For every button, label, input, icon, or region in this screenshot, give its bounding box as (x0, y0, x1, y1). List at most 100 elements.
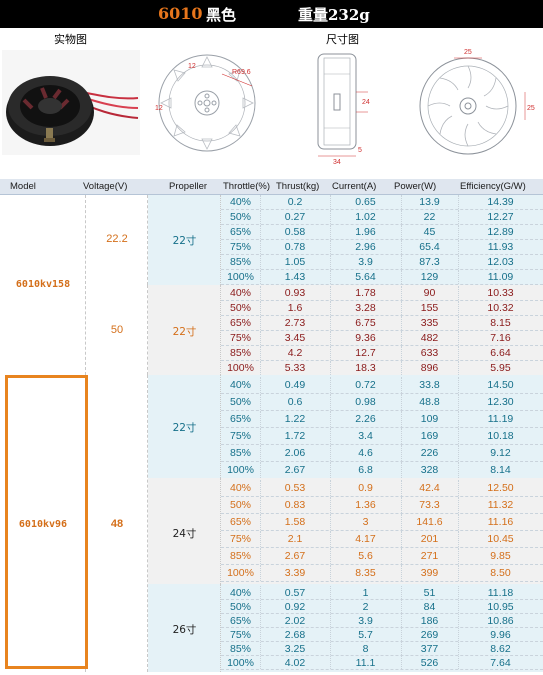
column-divider (260, 497, 261, 513)
column-divider (458, 565, 459, 581)
table-row: 100% 3.39 8.35 399 8.50 (221, 565, 543, 582)
throttle-cell: 100% (227, 567, 254, 579)
dimension-label: 尺寸图 (326, 33, 359, 46)
efficiency-cell: 10.33 (487, 287, 514, 299)
column-divider (458, 394, 459, 410)
column-divider (330, 548, 331, 564)
propeller-label: 22寸 (172, 235, 197, 247)
column-divider (401, 628, 402, 641)
model-cell-kv96 (0, 375, 86, 672)
column-divider (401, 377, 402, 393)
efficiency-cell: 10.32 (487, 302, 514, 314)
column-divider (401, 642, 402, 655)
thrust-cell: 1.72 (284, 430, 306, 442)
propeller-cell (148, 285, 221, 375)
thrust-cell: 1.05 (284, 256, 306, 268)
efficiency-cell: 11.18 (487, 587, 514, 599)
thrust-cell: 2.67 (284, 464, 306, 476)
table-row: 40% 0.2 0.65 13.9 14.39 (221, 195, 543, 210)
dim-d5: 24 (362, 99, 370, 106)
column-divider (458, 301, 459, 315)
thrust-cell: 0.92 (284, 601, 306, 613)
table-row: 85% 2.67 5.6 271 9.85 (221, 548, 543, 565)
throttle-cell: 75% (229, 332, 251, 344)
table-row: 85% 2.06 4.6 226 9.12 (221, 445, 543, 462)
column-divider (330, 480, 331, 496)
efficiency-cell: 6.64 (490, 347, 511, 359)
thrust-cell: 5.33 (284, 362, 306, 374)
model-cell-kv158 (0, 195, 86, 375)
column-divider (330, 531, 331, 547)
thrust-cell: 0.27 (284, 211, 306, 223)
power-cell: 129 (420, 271, 439, 283)
column-divider (330, 445, 331, 461)
table-row: 40% 0.57 1 51 11.18 (221, 586, 543, 600)
current-cell: 1.96 (355, 226, 376, 238)
thrust-cell: 4.2 (287, 347, 303, 359)
current-cell: 6.8 (358, 464, 373, 476)
power-cell: 65.4 (419, 241, 440, 253)
power-cell: 48.8 (419, 396, 440, 408)
current-cell: 9.36 (355, 332, 376, 344)
thrust-cell: 4.02 (284, 657, 306, 669)
power-cell: 169 (420, 430, 439, 442)
column-divider (458, 548, 459, 564)
power-cell: 482 (420, 332, 439, 344)
column-divider (401, 301, 402, 315)
table-row: 75% 2.1 4.17 201 10.45 (221, 531, 543, 548)
efficiency-cell: 10.18 (487, 430, 514, 442)
column-divider (401, 394, 402, 410)
table-row: 50% 0.83 1.36 73.3 11.32 (221, 497, 543, 514)
current-cell: 1.78 (355, 287, 376, 299)
column-divider (330, 411, 331, 427)
column-divider (458, 316, 459, 330)
column-divider (330, 497, 331, 513)
propeller-label: 24寸 (172, 528, 197, 540)
title-color: 黑色 (206, 6, 237, 24)
table-row: 75% 3.45 9.36 482 7.16 (221, 331, 543, 346)
efficiency-cell: 11.19 (487, 413, 514, 425)
power-cell: 271 (420, 550, 439, 562)
table-row: 40% 0.53 0.9 42.4 12.50 (221, 480, 543, 497)
column-divider (330, 377, 331, 393)
voltage-label: 50 (110, 324, 124, 336)
table-row: 65% 2.73 6.75 335 8.15 (221, 316, 543, 331)
column-divider (260, 286, 261, 300)
column-divider (401, 614, 402, 627)
column-divider (458, 642, 459, 655)
column-divider (401, 346, 402, 360)
thrust-cell: 0.6 (287, 396, 303, 408)
column-divider (401, 286, 402, 300)
propeller-label: 22寸 (172, 326, 197, 338)
throttle-cell: 85% (229, 447, 251, 459)
current-cell: 12.7 (355, 347, 376, 359)
column-divider (260, 377, 261, 393)
dim-d6: 34 (333, 159, 341, 166)
throttle-cell: 40% (229, 196, 251, 208)
header-model: Model (10, 181, 36, 192)
dim-radius: R69.6 (232, 69, 251, 76)
column-divider (330, 656, 331, 669)
efficiency-cell: 14.39 (487, 196, 514, 208)
efficiency-cell: 12.27 (487, 211, 514, 223)
power-cell: 109 (420, 413, 439, 425)
column-divider (260, 628, 261, 641)
current-cell: 5.6 (358, 550, 373, 562)
column-divider (401, 225, 402, 239)
efficiency-cell: 11.32 (487, 499, 514, 511)
column-divider (260, 480, 261, 496)
current-cell: 0.65 (355, 196, 376, 208)
column-divider (330, 316, 331, 330)
column-divider (401, 531, 402, 547)
table-row: 75% 2.68 5.7 269 9.96 (221, 628, 543, 642)
throttle-cell: 75% (229, 629, 251, 641)
column-divider (458, 628, 459, 641)
column-divider (260, 316, 261, 330)
efficiency-cell: 10.45 (487, 533, 514, 545)
table-row: 85% 3.25 8 377 8.62 (221, 642, 543, 656)
throttle-cell: 40% (229, 287, 251, 299)
title-weight: 重量232g (298, 6, 370, 24)
efficiency-cell: 10.95 (487, 601, 514, 613)
motor-photo (2, 50, 140, 155)
thrust-cell: 0.83 (284, 499, 306, 511)
